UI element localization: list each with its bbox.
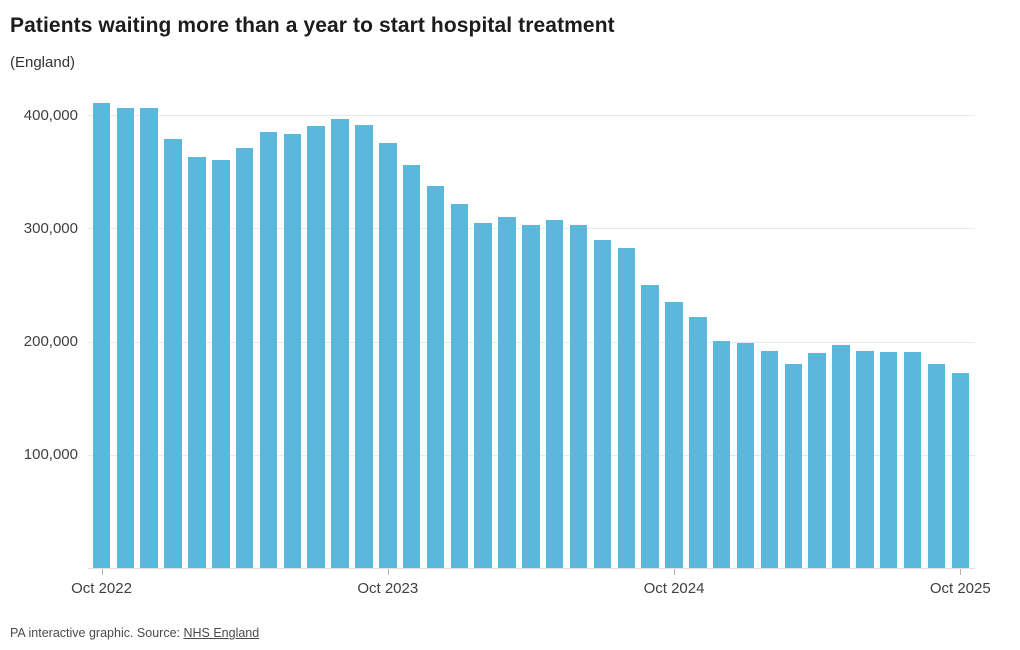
bar[interactable] — [736, 342, 755, 568]
bar[interactable] — [379, 142, 397, 568]
bar[interactable] — [927, 364, 946, 568]
bar[interactable] — [522, 225, 540, 568]
bar[interactable] — [641, 285, 659, 568]
bar[interactable] — [355, 125, 373, 568]
bar[interactable] — [92, 102, 111, 568]
x-axis-tick — [960, 569, 962, 575]
x-axis-line — [88, 568, 975, 569]
bar[interactable] — [450, 203, 469, 568]
x-axis-tick-label: Oct 2024 — [643, 580, 705, 597]
bar[interactable] — [116, 107, 135, 568]
bar[interactable] — [665, 301, 683, 568]
x-axis-tick — [387, 569, 389, 575]
bar[interactable] — [474, 222, 492, 568]
y-axis-tick-label: 300,000 — [23, 219, 78, 237]
bar[interactable] — [235, 147, 254, 568]
bar[interactable] — [856, 351, 874, 568]
bar[interactable] — [593, 239, 612, 568]
bar[interactable] — [712, 340, 731, 568]
x-axis-tick-label: Oct 2023 — [357, 580, 419, 597]
bar[interactable] — [331, 118, 349, 568]
gridline — [88, 115, 975, 116]
y-axis-tick-label: 400,000 — [23, 106, 78, 124]
bar[interactable] — [188, 157, 206, 568]
bar[interactable] — [617, 248, 636, 568]
x-axis-tick-label: Oct 2025 — [929, 580, 991, 597]
bar[interactable] — [402, 165, 421, 568]
x-axis-tick — [101, 569, 103, 575]
x-axis-tick — [674, 569, 676, 575]
bar[interactable] — [760, 350, 779, 568]
y-axis-tick-label: 100,000 — [23, 446, 78, 464]
bar[interactable] — [808, 353, 826, 568]
bar[interactable] — [569, 225, 588, 568]
bar[interactable] — [879, 351, 898, 568]
bar[interactable] — [307, 126, 325, 568]
bar[interactable] — [545, 220, 564, 568]
y-axis-tick-label: 200,000 — [23, 333, 78, 350]
bar[interactable] — [498, 217, 516, 568]
bar[interactable] — [689, 316, 707, 568]
bar[interactable] — [259, 131, 278, 568]
bar[interactable] — [283, 134, 302, 568]
source-credit-text: PA interactive graphic. Source: — [10, 626, 184, 640]
bar[interactable] — [784, 364, 803, 568]
bar[interactable] — [426, 185, 445, 568]
bar[interactable] — [140, 108, 158, 568]
bar[interactable] — [832, 345, 850, 568]
bar[interactable] — [903, 351, 922, 568]
bar[interactable] — [951, 373, 970, 568]
source-link[interactable]: NHS England — [183, 626, 260, 640]
bar[interactable] — [164, 138, 182, 568]
x-axis-tick-label: Oct 2022 — [71, 580, 132, 597]
chart-subtitle: (England) — [10, 54, 76, 71]
chart-title: Patients waiting more than a year to sta… — [10, 14, 615, 37]
source-credit: PA interactive graphic. Source: NHS Engl… — [10, 626, 259, 640]
bar[interactable] — [212, 160, 230, 568]
